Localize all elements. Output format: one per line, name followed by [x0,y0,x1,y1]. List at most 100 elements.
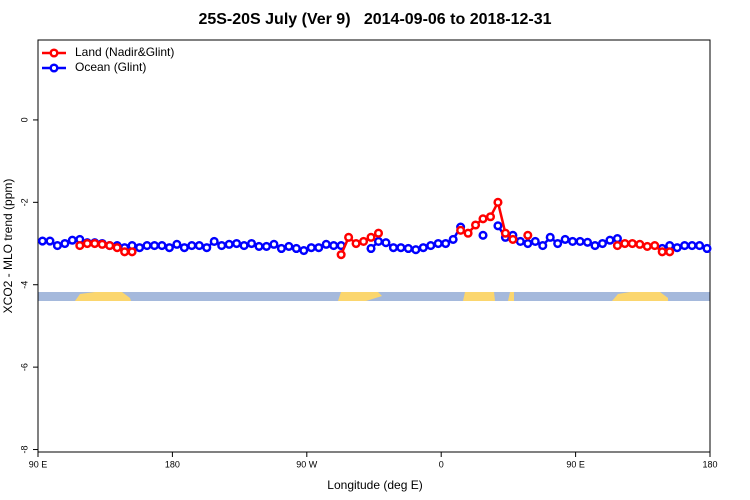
x-tick-label: 180 [702,459,717,469]
data-point [157,241,167,251]
land-strip [75,292,131,301]
land-strip [463,292,495,301]
data-point [403,243,413,254]
x-tick-label: 0 [439,459,444,469]
data-point [396,243,406,253]
data-point [687,241,697,251]
data-point [597,238,608,249]
data-point [134,243,145,253]
data-point [75,241,85,251]
data-point [575,236,585,247]
data-point [418,243,428,253]
data-point [650,241,660,251]
data-point [90,238,100,249]
y-tick-label: 0 [19,117,29,122]
data-point [508,234,518,244]
chart-title: 25S-20S July (Ver 9) 2014-09-06 to 2018-… [198,11,551,28]
data-point [239,241,249,251]
data-point [60,238,70,249]
data-point [232,238,242,249]
data-point [373,228,384,238]
data-point [448,234,458,244]
data-point [224,239,234,249]
data-point [67,235,77,245]
data-point [441,238,451,249]
data-point [105,241,115,251]
data-point [612,241,622,251]
data-point [194,241,204,251]
data-point [680,241,690,251]
data-point [329,241,339,251]
x-tick-label: 90 E [29,459,48,469]
data-point [456,225,466,235]
y-tick-label: -4 [19,281,29,289]
data-point [523,230,533,240]
data-point [261,241,272,251]
data-point [463,228,473,238]
data-point [568,236,578,247]
data-point [388,243,398,253]
data-point [411,245,421,255]
x-tick-label: 90 W [296,459,318,469]
data-point [366,232,376,242]
data-point [515,236,525,247]
data-point [493,197,503,207]
y-tick-label: -6 [19,363,29,371]
data-point [336,250,346,260]
data-point [351,238,361,249]
data-point [149,241,160,251]
y-tick-label: -2 [19,198,29,206]
land-strip [508,292,514,301]
data-point [635,239,645,249]
legend-label: Ocean (Glint) [75,60,146,74]
data-point [276,243,286,254]
data-point [120,247,130,257]
legend-marker [49,63,59,73]
land-strip [612,292,668,301]
legend-marker [49,48,59,58]
data-point [530,236,540,247]
data-point [657,247,667,257]
data-point [344,232,354,242]
data-point [590,241,600,251]
data-point [523,238,533,249]
data-point [291,243,301,254]
data-point [187,241,197,251]
data-point [179,243,189,253]
data-point [433,238,443,249]
data-point [164,243,174,253]
data-point [381,238,391,248]
data-point [538,241,548,251]
land-strip [338,292,382,301]
data-point [209,236,219,247]
data-point [246,238,257,249]
data-point [373,236,384,247]
data-point [426,241,436,251]
data-point [254,241,264,251]
data-point [45,236,55,246]
data-point [217,241,227,251]
data-point [269,239,279,249]
land-mask-strip [38,292,710,301]
data-point [358,236,369,247]
data-point [299,245,309,256]
x-tick-label: 90 E [566,459,585,469]
data-point [97,239,107,249]
data-point [560,234,570,244]
data-point [470,220,481,230]
data-point [172,239,182,249]
data-point [202,243,212,253]
data-point [284,241,294,251]
y-axis-label: XCO2 - MLO trend (ppm) [1,179,15,314]
data-point [366,243,376,254]
data-point [142,241,152,251]
data-point [321,239,331,249]
data-point [500,228,510,238]
data-point [582,237,593,247]
data-point [702,243,712,254]
data-point [82,238,92,249]
data-point [672,243,682,253]
data-point [112,243,122,253]
data-point [306,243,316,253]
